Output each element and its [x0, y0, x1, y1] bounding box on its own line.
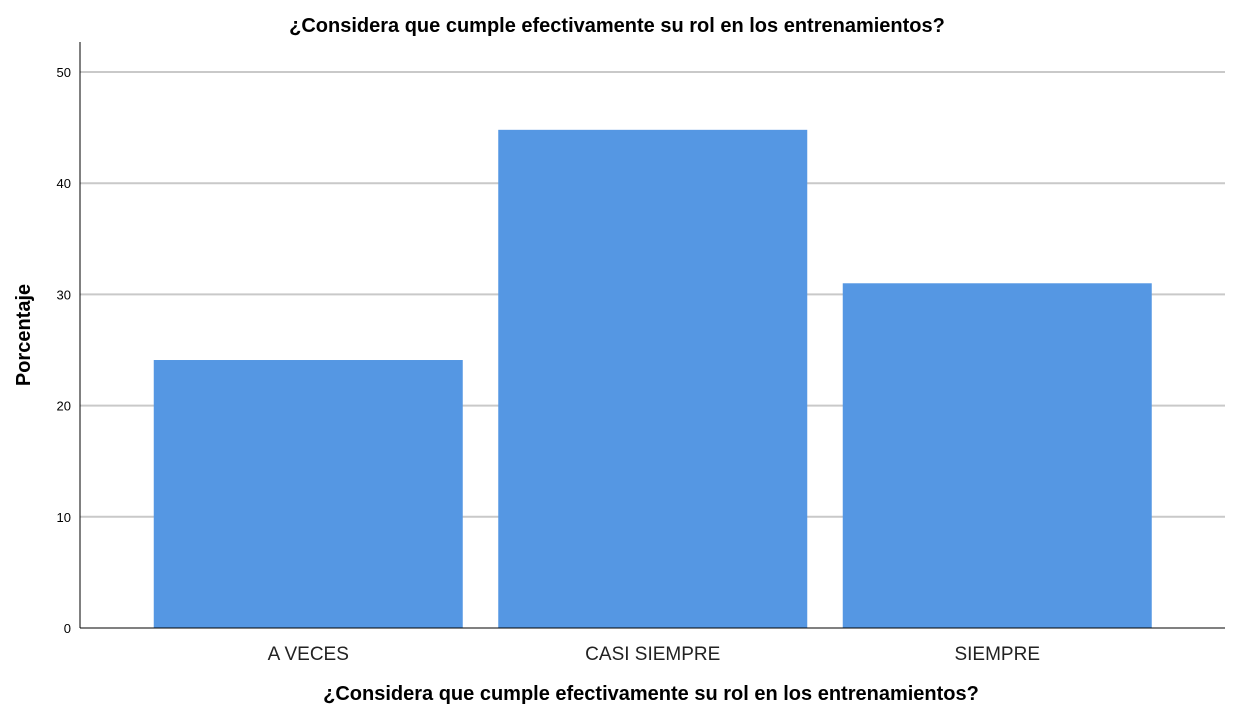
y-tick-label: 20 [57, 399, 71, 414]
x-tick-labels: A VECES CASI SIEMPRE SIEMPRE [268, 644, 1040, 665]
y-tick-label: 0 [64, 621, 71, 636]
bar-siempre [842, 283, 1152, 628]
y-tick-label: 10 [57, 510, 71, 525]
y-tick-label: 50 [57, 65, 71, 80]
x-tick-label: CASI SIEMPRE [585, 644, 720, 665]
x-tick-label: A VECES [268, 644, 349, 665]
y-tick-labels: 0 10 20 30 40 50 [57, 65, 71, 636]
y-axis-title: Porcentaje [13, 284, 35, 386]
bar-a-veces [153, 360, 463, 628]
bar-casi-siempre [498, 129, 808, 628]
y-tick-label: 40 [57, 176, 71, 191]
x-axis-title: ¿Considera que cumple efectivamente su r… [323, 683, 979, 705]
y-tick-label: 30 [57, 287, 71, 302]
chart-title: ¿Considera que cumple efectivamente su r… [289, 15, 945, 37]
bars [153, 129, 1152, 628]
x-tick-label: SIEMPRE [954, 644, 1040, 665]
